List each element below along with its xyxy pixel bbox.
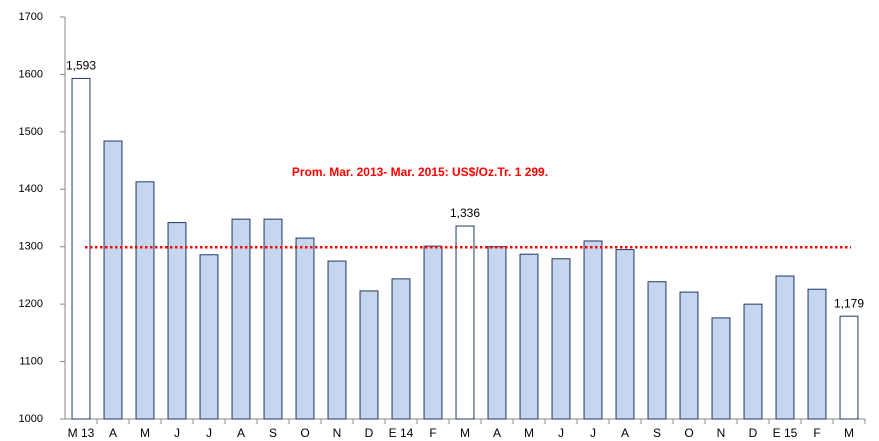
x-tick-label: O	[684, 426, 693, 440]
y-tick-label: 1700	[19, 11, 43, 23]
bar	[807, 288, 827, 420]
y-tick-label: 1400	[19, 183, 43, 195]
x-tick-label: A	[621, 426, 629, 440]
x-tick-label: N	[717, 426, 726, 440]
bar	[551, 258, 571, 420]
x-tick-label: F	[813, 426, 820, 440]
y-tick-label: 1100	[19, 355, 43, 367]
value-label: 1,593	[66, 59, 96, 73]
bar	[679, 291, 699, 420]
x-tick-label: M	[140, 426, 150, 440]
x-tick-label: A	[493, 426, 501, 440]
bar	[103, 140, 123, 420]
bar	[295, 237, 315, 420]
value-label: 1,336	[450, 206, 480, 220]
bar	[167, 222, 187, 420]
bar	[423, 245, 443, 420]
x-tick-label: A	[109, 426, 117, 440]
x-tick-label: J	[590, 426, 596, 440]
bar	[135, 181, 155, 420]
x-tick-label: M	[524, 426, 534, 440]
x-tick-label: S	[269, 426, 277, 440]
bar	[711, 317, 731, 420]
bar	[263, 218, 283, 420]
bar	[199, 254, 219, 420]
y-tick-label: 1600	[19, 68, 43, 80]
bar	[455, 225, 475, 420]
x-tick-label: A	[237, 426, 245, 440]
y-tick-label: 1500	[19, 126, 43, 138]
bar	[359, 290, 379, 420]
x-tick-label: M	[460, 426, 470, 440]
x-tick-label: M 13	[68, 426, 95, 440]
bar	[839, 315, 859, 420]
bar	[231, 218, 251, 420]
annotation: Prom. Mar. 2013- Mar. 2015: US$/Oz.Tr. 1…	[292, 165, 548, 179]
x-tick-label: D	[365, 426, 374, 440]
x-tick-label: J	[206, 426, 212, 440]
x-tick-label: J	[174, 426, 180, 440]
bar	[71, 77, 91, 420]
x-tick-label: S	[653, 426, 661, 440]
x-tick-label: E 14	[389, 426, 414, 440]
bar	[391, 278, 411, 420]
value-label: 1,179	[834, 296, 864, 310]
x-tick-label: F	[429, 426, 436, 440]
bar	[647, 281, 667, 420]
x-tick-label: N	[333, 426, 342, 440]
x-tick-label: O	[300, 426, 309, 440]
bar	[487, 246, 507, 420]
bar	[583, 240, 603, 420]
y-tick-label: 1200	[19, 298, 43, 310]
bar	[327, 260, 347, 420]
bar	[743, 303, 763, 420]
bar	[775, 275, 795, 420]
bar	[615, 249, 635, 420]
x-tick-label: J	[558, 426, 564, 440]
x-tick-label: D	[749, 426, 758, 440]
y-tick-label: 1000	[19, 413, 43, 425]
x-tick-label: M	[844, 426, 854, 440]
bar	[519, 253, 539, 420]
y-tick-label: 1300	[19, 241, 43, 253]
x-tick-label: E 15	[773, 426, 798, 440]
